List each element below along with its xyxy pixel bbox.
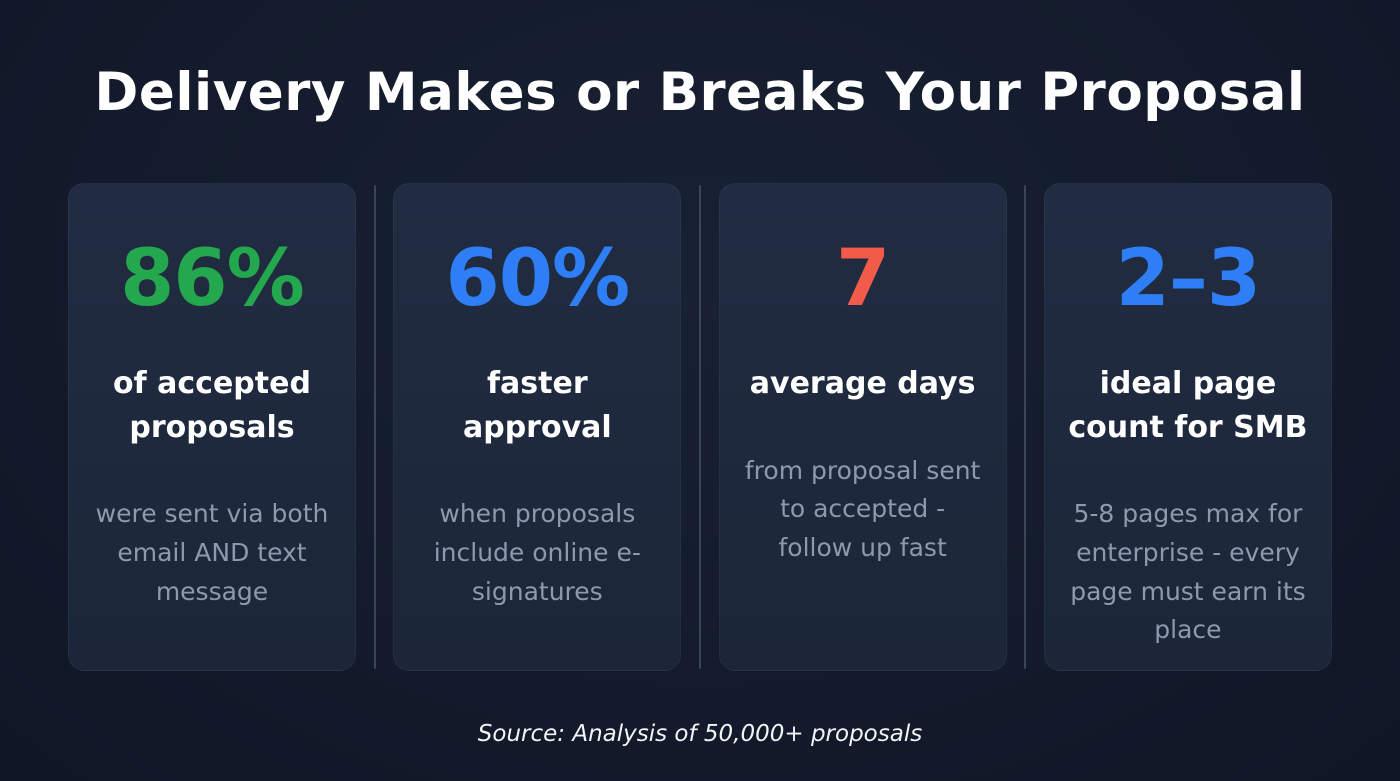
stat-description: 5-8 pages max for enterprise - every pag… (1070, 499, 1306, 645)
stat-description: were sent via both email AND text messag… (95, 499, 329, 606)
stat-value: 86% (120, 234, 305, 324)
stat-description: from proposal sent to accepted - follow … (744, 455, 981, 563)
stat-card-average-days: 7 average days from proposal sent to acc… (718, 183, 1007, 671)
card-divider (698, 185, 701, 669)
card-divider (1024, 185, 1027, 669)
stat-card-page-count: 2–3 ideal page count for SMB 5-8 pages m… (1043, 183, 1332, 671)
stat-label: ideal page count for SMB (1068, 366, 1308, 445)
stat-value: 2–3 (1115, 234, 1262, 324)
stat-value: 60% (445, 234, 630, 324)
card-divider (373, 185, 376, 669)
stats-row: 86% of accepted proposals were sent via … (68, 183, 1332, 671)
stat-card-faster-approval: 60% faster approval when proposals inclu… (393, 183, 682, 671)
stat-card-accepted-proposals: 86% of accepted proposals were sent via … (68, 183, 356, 671)
stat-label: of accepted proposals (113, 366, 311, 445)
stat-label: average days (749, 366, 976, 401)
stat-label: faster approval (462, 366, 612, 445)
page-title: Delivery Makes or Breaks Your Proposal (94, 62, 1306, 123)
source-attribution: Source: Analysis of 50,000+ proposals (477, 721, 923, 747)
stat-description: when proposals include online e-signatur… (433, 499, 641, 606)
stat-value: 7 (835, 234, 890, 324)
